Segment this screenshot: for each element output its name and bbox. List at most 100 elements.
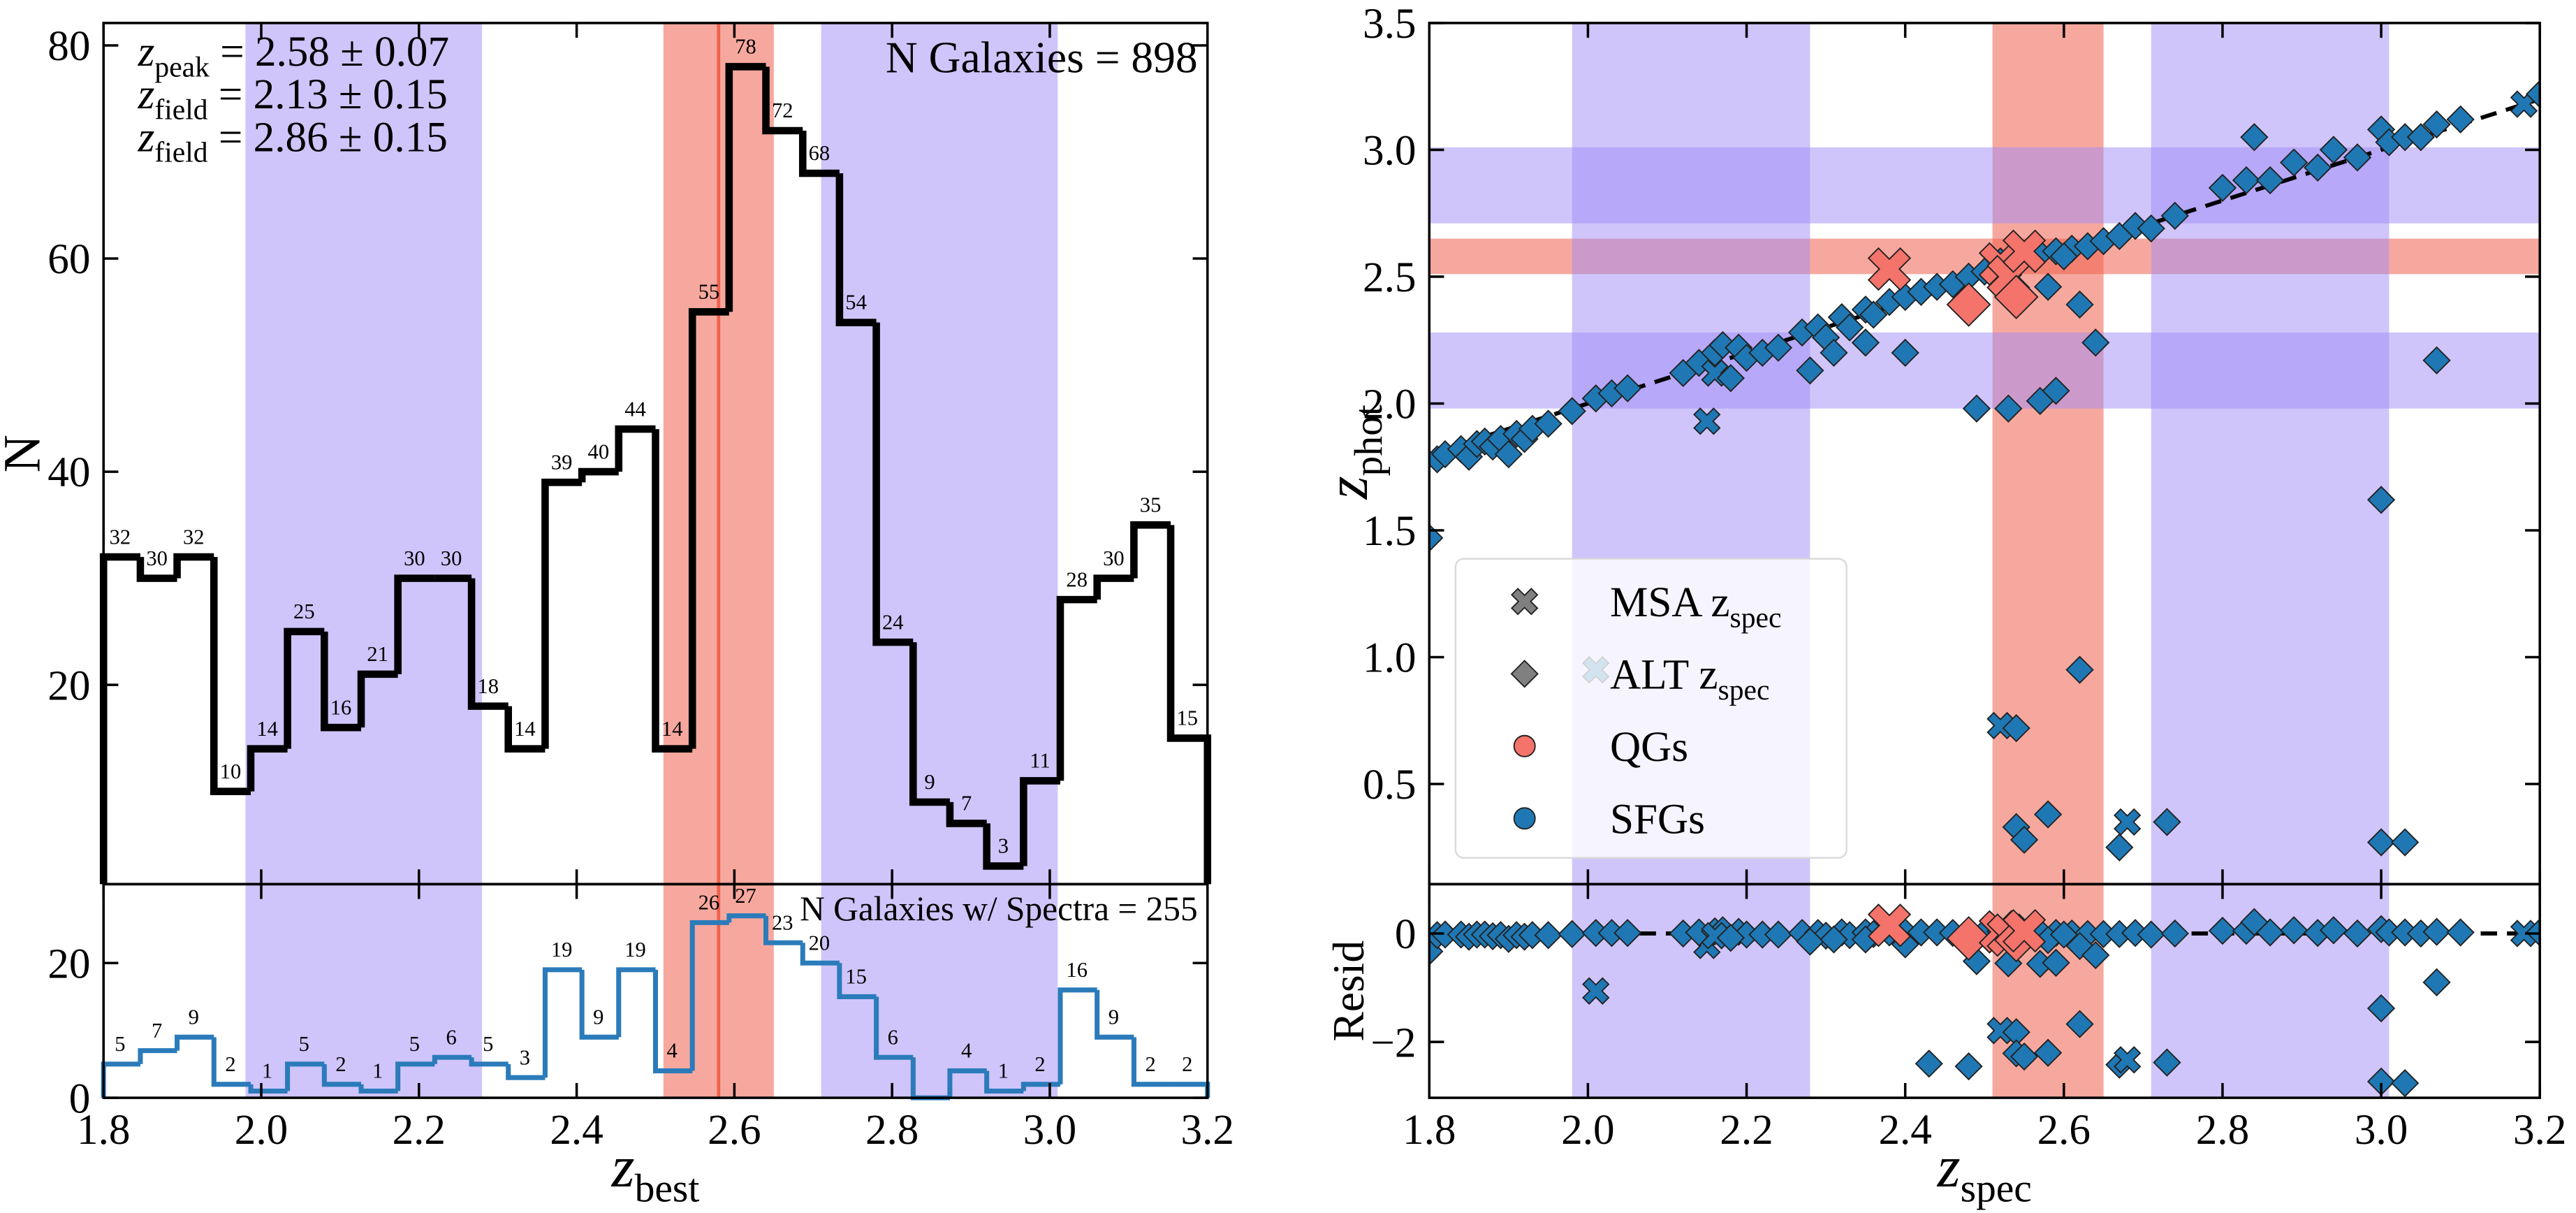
- y-tick-label: 0.5: [1363, 762, 1416, 808]
- point: [2446, 918, 2475, 947]
- legend-label-sub: spec: [1730, 601, 1782, 633]
- hist-step: [358, 1084, 398, 1094]
- y-tick-label: 1.5: [1363, 508, 1416, 555]
- annotation: zpeak = 2.58 ± 0.07: [138, 29, 449, 82]
- hist-step: [136, 557, 177, 582]
- y-tick-label: 0: [69, 1075, 91, 1122]
- point: [1946, 282, 1991, 327]
- point: [1851, 328, 1880, 357]
- x-tick-label: 2.2: [393, 1107, 446, 1154]
- point: [2042, 377, 2070, 405]
- point: [2033, 800, 2063, 829]
- count-label: 10: [220, 760, 242, 783]
- count-label: 30: [1103, 546, 1125, 570]
- count-label: 1: [998, 1059, 1009, 1083]
- hist-step: [1093, 574, 1134, 600]
- x-axis-label-sub: best: [635, 1166, 700, 1210]
- count-label: 14: [514, 717, 536, 741]
- point: [2042, 948, 2070, 978]
- point: [1796, 927, 1824, 956]
- y-tick-label: 60: [47, 236, 90, 283]
- annotation-after: = 2.13 ± 0.15: [208, 71, 448, 118]
- count-label: 16: [330, 695, 352, 719]
- point: [1820, 338, 1848, 367]
- hist-step: [1095, 989, 1134, 1040]
- points-resid: [1429, 903, 2540, 1098]
- point: [2526, 80, 2540, 108]
- point: [2208, 916, 2237, 945]
- y-axis-label-main: z: [1315, 476, 1380, 500]
- point: [2033, 273, 2063, 301]
- legend-label: ALT zspec: [1610, 651, 1769, 705]
- point: [2422, 110, 2451, 139]
- count-label: 28: [1066, 567, 1088, 591]
- count-label: 2: [225, 1052, 235, 1076]
- point: [2065, 290, 2094, 319]
- count-label: 7: [152, 1019, 162, 1043]
- annotation-main: z: [138, 114, 155, 161]
- point: [2049, 920, 2078, 949]
- count-label: 44: [624, 397, 646, 421]
- point: [1613, 919, 1642, 947]
- y-axis-label-main: Resid: [1324, 940, 1373, 1042]
- hist-step: [284, 627, 325, 749]
- count-label: 30: [404, 546, 425, 570]
- hist-step: [506, 1063, 546, 1080]
- point: [2160, 201, 2189, 230]
- x-tick-label: 2.8: [2196, 1107, 2249, 1154]
- hist-step: [652, 429, 693, 753]
- hist-step: [578, 467, 619, 483]
- point: [1820, 925, 1848, 954]
- hist-step: [247, 745, 288, 792]
- point: [2137, 920, 2165, 949]
- band: [821, 22, 1058, 1098]
- point: [2160, 919, 2189, 948]
- point: [2002, 229, 2047, 273]
- count-label: 11: [1030, 749, 1050, 773]
- count-label: 54: [845, 291, 867, 314]
- hist-step: [542, 967, 583, 1078]
- count-label: 32: [183, 525, 205, 549]
- count-label: 27: [735, 884, 756, 908]
- count-label: 15: [1176, 706, 1198, 730]
- count-label: 2: [1145, 1052, 1155, 1076]
- hist-step: [1058, 987, 1097, 1084]
- point: [1764, 333, 1793, 362]
- hist-step: [138, 1048, 177, 1064]
- point: [1994, 394, 2023, 423]
- legend-label: QGs: [1610, 724, 1688, 771]
- hist-step: [984, 1070, 1024, 1094]
- x-tick-label: 1.8: [77, 1107, 130, 1154]
- count-label: 14: [661, 717, 683, 741]
- legend-box: [1454, 558, 1847, 859]
- point: [2081, 940, 2110, 970]
- y-axis-label-main: N: [0, 435, 51, 472]
- hist-step: [616, 967, 656, 1038]
- count-label: 18: [477, 674, 499, 698]
- count-label: 6: [446, 1025, 456, 1049]
- annotation-sub: field: [154, 94, 207, 126]
- point: [2002, 908, 2047, 953]
- hist-step: [1056, 595, 1097, 781]
- point: [2240, 908, 2269, 936]
- point: [1613, 374, 1642, 402]
- hist-step: [763, 915, 803, 945]
- y-tick-label: 40: [47, 449, 90, 496]
- hist-step: [983, 823, 1024, 870]
- point: [2153, 1048, 2181, 1077]
- count-label: 9: [1108, 1005, 1119, 1029]
- point: [1764, 920, 1793, 949]
- point: [2208, 173, 2237, 203]
- hist-step: [210, 557, 251, 795]
- hist-step: [874, 996, 914, 1060]
- legend-label-main: SFGs: [1610, 796, 1705, 843]
- hist-step: [1020, 1082, 1060, 1091]
- annotation: zfield = 2.86 ± 0.15: [138, 114, 448, 168]
- count-label: 39: [551, 451, 573, 474]
- count-label: 32: [110, 525, 131, 549]
- point: [1510, 660, 1539, 688]
- hist-step: [357, 670, 398, 728]
- count-label: 15: [845, 965, 867, 989]
- count-label: 30: [146, 546, 168, 570]
- x-tick-label: 2.0: [235, 1107, 288, 1154]
